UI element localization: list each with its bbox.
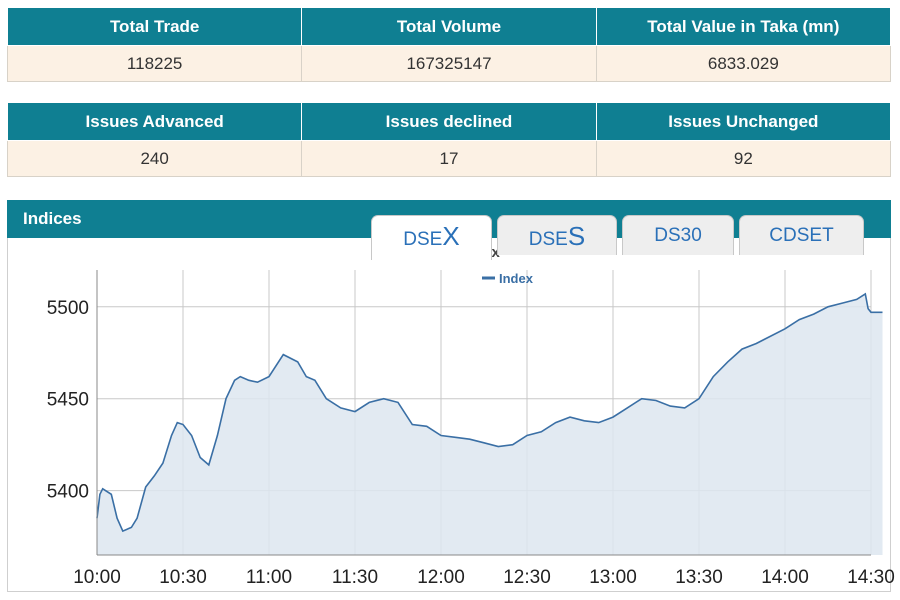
tab-dsex[interactable]: DSEX	[371, 215, 492, 260]
issues-unchanged-header: Issues Unchanged	[595, 102, 892, 141]
indices-title: Indices	[23, 209, 82, 228]
x-tick-label: 10:30	[159, 567, 207, 588]
total-trade-value: 118225	[6, 45, 303, 82]
total-trade-header: Total Trade	[6, 7, 303, 46]
index-area	[97, 293, 883, 555]
tab-dses-suffix: S	[567, 221, 586, 251]
issues-declined-header: Issues declined	[301, 102, 597, 141]
x-tick-label: 12:00	[417, 567, 465, 588]
y-tick-label: 5500	[47, 298, 89, 319]
tab-dsex-label: DSE	[403, 229, 443, 250]
tab-cdset-label: CDSET	[769, 225, 834, 246]
legend-label: Index	[499, 271, 534, 286]
y-tick-label: 5400	[47, 482, 89, 503]
issues-advanced-header: Issues Advanced	[6, 102, 303, 141]
index-line	[96, 292, 883, 533]
tab-ds30-label: DS30	[654, 225, 702, 246]
summary-table: Total Trade Total Volume Total Value in …	[6, 7, 892, 82]
issues-advanced-value: 240	[6, 140, 303, 177]
tab-ds30[interactable]: DS30	[622, 215, 734, 255]
x-tick-label: 12:30	[503, 567, 551, 588]
x-tick-label: 11:00	[246, 567, 292, 588]
issues-declined-value: 17	[301, 140, 597, 177]
tab-dses[interactable]: DSES	[497, 215, 617, 255]
x-tick-label: 14:30	[847, 567, 895, 588]
x-tick-label: 14:00	[761, 567, 809, 588]
tab-cdset[interactable]: CDSET	[739, 215, 864, 255]
x-tick-label: 13:30	[675, 567, 723, 588]
issues-unchanged-value: 92	[595, 140, 892, 177]
total-value-value: 6833.029	[595, 45, 892, 82]
tab-dsex-suffix: X	[442, 221, 460, 251]
x-tick-label: 13:00	[589, 567, 637, 588]
x-tick-label: 10:00	[73, 567, 121, 588]
tab-dses-label: DSE	[528, 229, 568, 250]
total-volume-value: 167325147	[301, 45, 597, 82]
y-tick-label: 5450	[47, 390, 89, 411]
issues-table: Issues Advanced Issues declined Issues U…	[6, 102, 892, 177]
x-tick-label: 11:30	[332, 567, 378, 588]
